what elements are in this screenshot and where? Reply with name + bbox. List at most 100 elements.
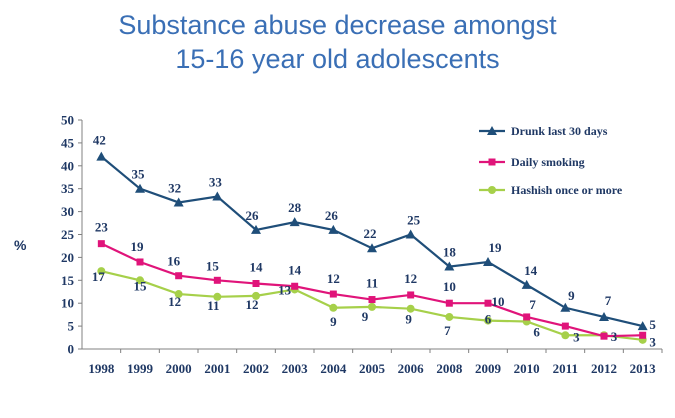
- data-label: 9: [405, 312, 412, 327]
- data-label: 23: [95, 220, 109, 235]
- data-point: [213, 276, 221, 284]
- data-point: [213, 292, 222, 301]
- x-tick-label: 2008: [436, 361, 463, 376]
- data-label: 18: [443, 245, 457, 260]
- data-point: [405, 229, 416, 239]
- data-point: [639, 331, 647, 339]
- data-label: 15: [134, 278, 148, 293]
- data-point: [600, 332, 608, 340]
- y-tick-label: 0: [68, 342, 75, 357]
- data-label: 32: [168, 180, 181, 195]
- data-label: 7: [529, 297, 536, 312]
- data-point: [561, 331, 570, 340]
- chart-title: Substance abuse decrease amongst 15-16 y…: [0, 8, 675, 76]
- data-point: [560, 302, 571, 312]
- data-label: 13: [278, 282, 292, 297]
- data-label: 7: [605, 293, 612, 308]
- data-point: [291, 282, 299, 290]
- data-label: 6: [485, 312, 492, 327]
- data-label: 10: [443, 279, 456, 294]
- x-tick-label: 2006: [398, 361, 425, 376]
- data-point: [406, 304, 415, 313]
- data-point: [174, 290, 183, 299]
- legend-label: Daily smoking: [511, 155, 585, 169]
- legend-marker: [488, 186, 496, 194]
- data-label: 42: [93, 133, 106, 148]
- data-label: 35: [132, 167, 146, 182]
- data-label: 5: [649, 317, 656, 332]
- data-label: 16: [167, 254, 181, 269]
- legend: Drunk last 30 days Daily smoking Hashish o…: [479, 124, 623, 197]
- data-label: 12: [404, 271, 417, 286]
- data-label: 14: [250, 260, 264, 275]
- data-label: 12: [168, 294, 181, 309]
- data-label: 7: [444, 323, 451, 338]
- data-point: [523, 313, 531, 321]
- x-tick-label: 2000: [166, 361, 192, 376]
- y-tick-label: 40: [61, 158, 74, 173]
- x-tick-label: 2013: [630, 361, 657, 376]
- data-point: [561, 322, 569, 330]
- y-tick-label: 35: [61, 181, 75, 196]
- data-label: 10: [492, 294, 505, 309]
- data-point: [135, 183, 145, 193]
- data-point: [251, 224, 261, 234]
- y-tick-label: 45: [61, 135, 75, 150]
- data-label: 33: [209, 174, 223, 189]
- data-point: [252, 291, 260, 300]
- x-tick-label: 2010: [514, 361, 540, 376]
- y-tick-label: 5: [68, 319, 75, 334]
- y-tick-label: 15: [61, 273, 75, 288]
- x-tick-label: 2003: [282, 361, 309, 376]
- data-label: 19: [131, 239, 145, 254]
- legend-item: Drunk last 30 days: [479, 124, 608, 138]
- legend-item: Daily smoking: [479, 155, 585, 169]
- y-tick-label: 10: [61, 296, 74, 311]
- data-point: [599, 311, 609, 321]
- legend-label: Drunk last 30 days: [511, 124, 608, 138]
- data-label: 3: [573, 329, 580, 344]
- data-point: [329, 303, 338, 312]
- data-point: [97, 267, 106, 276]
- legend-label: Hashish once or more: [511, 183, 623, 197]
- data-point: [637, 321, 648, 331]
- data-point: [212, 191, 223, 201]
- data-point: [368, 296, 376, 304]
- series-1: [97, 240, 647, 340]
- data-label: 28: [288, 200, 302, 215]
- data-point: [445, 299, 453, 307]
- data-label: 9: [568, 288, 575, 303]
- y-tick-label: 20: [61, 250, 74, 265]
- data-point: [484, 299, 492, 307]
- x-tick-label: 2012: [591, 361, 617, 376]
- data-point: [521, 279, 532, 289]
- y-tick-label: 30: [61, 204, 74, 219]
- data-point: [367, 243, 377, 253]
- x-tick-label: 2005: [359, 361, 386, 376]
- data-label: 14: [524, 263, 538, 278]
- data-point: [173, 197, 184, 207]
- x-tick-label: 2001: [204, 361, 230, 376]
- data-label: 26: [246, 208, 260, 223]
- data-point: [252, 280, 260, 288]
- y-tick-label: 50: [61, 113, 74, 128]
- data-label: 11: [207, 298, 219, 313]
- data-point: [136, 276, 144, 285]
- data-point: [289, 217, 300, 227]
- data-point: [483, 256, 493, 266]
- data-label: 19: [489, 240, 503, 255]
- data-label: 26: [325, 208, 339, 223]
- x-tick-label: 2011: [553, 361, 578, 376]
- legend-marker: [488, 158, 496, 166]
- y-tick-label: 25: [61, 227, 75, 242]
- data-label: 12: [246, 297, 259, 312]
- data-point: [96, 151, 107, 161]
- x-tick-label: 2009: [475, 361, 502, 376]
- chart-title-line-2: 15-16 year old adolescents: [175, 44, 500, 74]
- data-label: 17: [92, 269, 106, 284]
- series-0: [96, 151, 648, 331]
- data-label: 3: [611, 329, 618, 344]
